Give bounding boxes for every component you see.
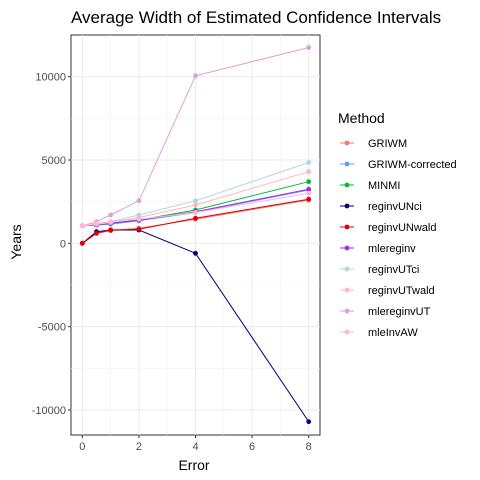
series-line (82, 198, 309, 244)
data-point (108, 212, 114, 218)
data-point (306, 186, 312, 192)
legend-label: GRIWM-corrected (368, 159, 457, 171)
legend-label: mlereginvUT (368, 306, 431, 318)
legend-key-point (344, 266, 350, 272)
legend-key-point (344, 308, 350, 314)
data-point (306, 45, 312, 50)
data-point (306, 196, 312, 202)
data-point (94, 230, 99, 236)
legend-item: reginvUNci (340, 201, 422, 213)
legend-label: reginvUNwald (368, 222, 436, 234)
legend-key-point (344, 245, 350, 251)
y-axis-title: Years (8, 224, 24, 259)
data-point (306, 179, 312, 185)
legend-item: MINMI (340, 180, 400, 192)
x-axis: 0 2 4 6 8 (79, 435, 312, 453)
series-reginvUNwald (79, 196, 312, 246)
y-tick-label: 0 (60, 238, 66, 250)
data-point (306, 160, 312, 165)
legend-key-point (344, 224, 350, 230)
data-point (79, 240, 85, 246)
data-point (136, 226, 142, 232)
legend-item: GRIWM-corrected (340, 159, 457, 171)
x-tick-label: 6 (249, 441, 255, 453)
legend-item: reginvUTci (340, 264, 419, 276)
data-point (79, 223, 85, 229)
y-axis: -10000 -5000 0 5000 10000 (32, 72, 71, 417)
legend-label: GRIWM (368, 138, 407, 150)
legend-item: mleInvAW (340, 327, 418, 339)
legend-label: mlereginv (368, 243, 416, 255)
series-layer (79, 45, 312, 425)
x-tick-label: 2 (136, 441, 142, 453)
data-point (193, 215, 198, 221)
legend-label: mleInvAW (368, 327, 418, 339)
legend-item: reginvUTwald (340, 285, 435, 297)
legend-item: GRIWM (340, 138, 407, 150)
y-tick-label: 5000 (42, 155, 66, 167)
data-point (306, 419, 312, 425)
data-point (193, 210, 198, 215)
legend-item: reginvUNwald (340, 222, 436, 234)
series-mleInvAW (79, 190, 312, 229)
legend-label: reginvUTwald (368, 285, 435, 297)
data-point (136, 198, 142, 204)
series-line (82, 47, 309, 227)
data-point (108, 219, 114, 225)
legend-title: Method (338, 110, 385, 126)
legend-label: reginvUTci (368, 264, 419, 276)
legend-key-point (344, 182, 350, 188)
data-point (136, 216, 142, 222)
legend-label: reginvUNci (368, 201, 422, 213)
x-axis-title: Error (178, 457, 209, 473)
legend-key-point (344, 287, 350, 293)
y-tick-label: 10000 (35, 72, 66, 84)
legend-key-point (344, 329, 350, 335)
legend-item: mlereginv (340, 243, 416, 255)
x-tick-label: 8 (306, 441, 312, 453)
legend-key-point (344, 203, 350, 209)
legend-key-point (344, 161, 350, 167)
legend-item: mlereginvUT (340, 306, 431, 318)
legend-key-point (344, 140, 350, 146)
chart-title: Average Width of Estimated Confidence In… (71, 8, 441, 27)
data-point (193, 250, 198, 256)
data-point (193, 198, 198, 204)
x-tick-label: 0 (79, 441, 85, 453)
x-tick-label: 4 (192, 441, 198, 453)
data-point (94, 220, 99, 226)
y-tick-label: -10000 (32, 405, 66, 417)
legend: Method GRIWM GRIWM-corrected MINMI reginvUN… (338, 110, 457, 339)
y-tick-label: -5000 (38, 322, 66, 334)
data-point (193, 73, 198, 79)
data-point (193, 202, 198, 208)
data-point (306, 169, 312, 175)
data-point (306, 190, 312, 196)
data-point (108, 227, 114, 233)
legend-label: MINMI (368, 180, 400, 192)
